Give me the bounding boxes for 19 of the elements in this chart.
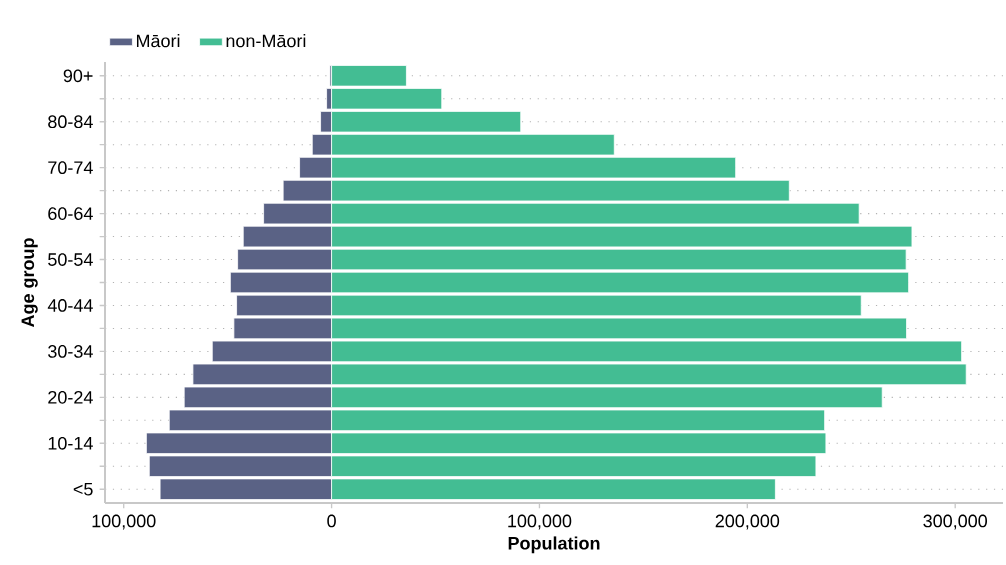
y-tick-label: 80-84 (48, 115, 93, 129)
y-tick-label: 70-74 (48, 161, 93, 175)
y-tick-label: 50-54 (48, 253, 93, 266)
x-axis-title: Population (508, 536, 600, 554)
x-tick-label: 200,000 (715, 514, 780, 530)
y-axis-title: Age group (21, 238, 38, 328)
y-tick-label: 10-14 (48, 436, 93, 450)
y-tick-label: 90+ (63, 69, 93, 83)
y-tick-label: 60-64 (48, 207, 93, 220)
y-tick-label: <5 (73, 482, 93, 496)
y-tick-label: 40-44 (47, 299, 93, 312)
x-tick-label: 0 (327, 514, 336, 528)
y-tick-label: 20-24 (48, 390, 93, 404)
y-tick-label: 30-34 (48, 345, 93, 358)
x-tick-label: 300,000 (923, 514, 988, 530)
x-tick-label: 100,000 (508, 514, 572, 530)
legend-label: non-Māori (226, 34, 306, 48)
x-tick-label: 100,000 (92, 514, 156, 530)
legend-label: Māori (136, 34, 180, 48)
